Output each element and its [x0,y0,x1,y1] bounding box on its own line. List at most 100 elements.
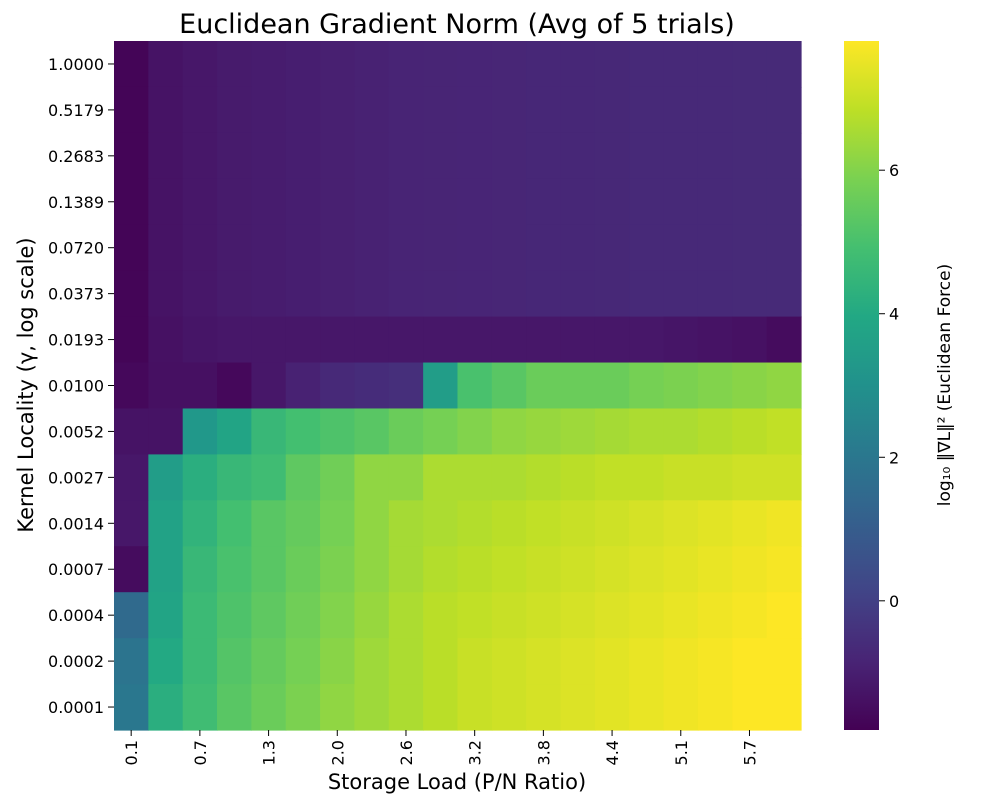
x-tick-label: 3.2 [466,740,485,765]
x-tick-label: 5.7 [740,740,759,765]
heatmap-cell [594,270,630,318]
heatmap-cell [732,454,768,501]
heatmap-cell [114,362,149,410]
heatmap-cell [766,684,802,731]
heatmap-cell [217,270,252,318]
heatmap-cell [251,638,287,685]
heatmap-cell [251,316,287,364]
heatmap-cell [354,224,390,272]
heatmap-cell [697,408,733,455]
heatmap-cell [629,362,665,410]
heatmap-cell [285,316,321,364]
heatmap-cell [526,408,562,455]
y-tick-label: 0.0720 [48,239,104,258]
heatmap-cell [388,408,424,455]
heatmap-cell [388,270,424,318]
x-tick-label: 4.4 [603,740,622,765]
heatmap-cell [457,178,493,226]
heatmap-cell [629,86,665,134]
heatmap-cell [182,132,218,180]
heatmap-cell [182,408,218,455]
heatmap-cell [697,638,733,685]
heatmap-cell [354,684,390,731]
heatmap-cell [663,178,699,226]
heatmap-cell [423,270,459,318]
heatmap-cell [114,684,149,731]
y-tick-label: 0.1389 [48,193,104,212]
heatmap-cell [526,546,562,593]
x-axis-ticks: 0.1 0.7 1.3 2.0 2.6 3.2 3.8 4.4 5.1 5.7 [122,730,759,765]
heatmap-cell [148,408,184,455]
colorbar-tick-label: 4 [889,305,899,324]
heatmap-cell [217,178,252,226]
heatmap-cell [491,408,527,455]
heatmap-cell [594,41,630,88]
heatmap-cell [663,86,699,134]
heatmap-cell [457,500,493,547]
heatmap-cell [560,592,596,639]
heatmap-cell [594,362,630,410]
heatmap-cell [285,592,321,639]
heatmap-cell [526,224,562,272]
heatmap-cell [320,178,356,226]
heatmap-cell [766,546,802,593]
heatmap-cell [732,362,768,410]
heatmap-cell [388,592,424,639]
x-tick-label: 0.1 [122,740,141,765]
heatmap-cell [423,132,459,180]
heatmap-cell [663,684,699,731]
heatmap-cell [766,132,802,180]
heatmap-cell [560,224,596,272]
heatmap-cell [182,362,218,410]
heatmap-cell [457,592,493,639]
heatmap-cell [423,592,459,639]
heatmap-cell [423,638,459,685]
heatmap-cell [114,224,149,272]
heatmap-cell [285,362,321,410]
heatmap-cell [114,454,149,501]
y-tick-label: 0.0007 [48,560,104,579]
heatmap-cell [732,316,768,364]
heatmap-cell [217,86,252,134]
heatmap-cell [663,224,699,272]
heatmap-cell [697,86,733,134]
heatmap-cell [697,224,733,272]
heatmap-cell [491,132,527,180]
heatmap-cell [629,500,665,547]
colorbar-tick-label: 0 [889,592,899,611]
heatmap-cell [560,178,596,226]
heatmap-cell [114,270,149,318]
heatmap-cell [182,224,218,272]
y-tick-label: 0.0027 [48,468,104,487]
heatmap-cell [217,500,252,547]
heatmap-cell [629,178,665,226]
heatmap-cell [354,500,390,547]
heatmap-cell [423,500,459,547]
heatmap-cell [560,408,596,455]
heatmap-cell [629,224,665,272]
heatmap-cell [182,454,218,501]
chart-title: Euclidean Gradient Norm (Avg of 5 trials… [179,9,735,40]
heatmap-cell [251,454,287,501]
heatmap-cell [457,270,493,318]
heatmap-cell [285,638,321,685]
heatmap-cell [491,178,527,226]
heatmap-cell [594,408,630,455]
heatmap-cell [354,86,390,134]
heatmap-cell [594,638,630,685]
y-tick-label: 0.0014 [48,514,104,533]
heatmap-cell [285,684,321,731]
heatmap-cell [320,408,356,455]
heatmap-cell [594,178,630,226]
heatmap-cell [526,454,562,501]
heatmap-cell [766,592,802,639]
heatmap-cell [697,362,733,410]
heatmap-cell [182,546,218,593]
heatmap-cell [423,454,459,501]
heatmap-cell [491,86,527,134]
x-tick-label: 1.3 [260,740,279,765]
heatmap-cell [217,362,252,410]
heatmap-cell [663,408,699,455]
heatmap-cell [732,592,768,639]
heatmap-cell [526,684,562,731]
